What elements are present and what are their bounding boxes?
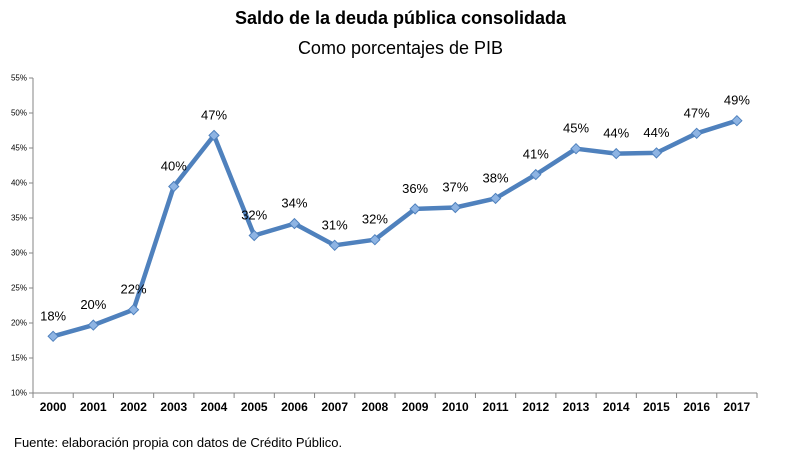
x-tick-label: 2004	[201, 400, 228, 414]
data-point	[47, 330, 59, 343]
y-tick-label: 45%	[11, 144, 27, 153]
chart-subtitle: Como porcentajes de PIB	[297, 38, 504, 58]
data-label: 40%	[161, 159, 187, 174]
data-point	[288, 217, 301, 230]
data-label: 22%	[121, 282, 147, 297]
y-tick-label: 50%	[11, 109, 27, 118]
data-label: 45%	[563, 121, 589, 136]
x-tick-label: 2008	[362, 400, 389, 414]
x-tick-label: 2013	[563, 400, 590, 414]
data-label: 34%	[281, 196, 307, 211]
data-label: 41%	[523, 147, 549, 162]
data-label: 32%	[241, 208, 267, 223]
x-tick-label: 2000	[40, 400, 67, 414]
x-tick-label: 2009	[402, 400, 429, 414]
data-point	[127, 303, 140, 316]
x-tick-label: 2001	[80, 400, 107, 414]
data-label: 31%	[322, 217, 348, 232]
data-point	[328, 239, 341, 252]
x-tick-label: 2010	[442, 400, 469, 414]
y-tick-label: 40%	[11, 179, 27, 188]
y-tick-label: 20%	[11, 319, 27, 328]
data-point	[168, 180, 180, 193]
x-tick-label: 2006	[281, 400, 308, 414]
data-label: 44%	[643, 125, 669, 140]
y-tick-label: 55%	[11, 74, 27, 83]
x-tick-label: 2012	[522, 400, 549, 414]
x-tick-label: 2016	[683, 400, 710, 414]
y-tick-label: 30%	[11, 249, 27, 258]
data-label: 38%	[483, 170, 509, 185]
x-tick-label: 2014	[603, 400, 630, 414]
x-tick-label: 2015	[643, 400, 670, 414]
y-tick-label: 35%	[11, 214, 27, 223]
data-point	[610, 147, 622, 160]
data-label: 32%	[362, 212, 388, 227]
y-tick-label: 25%	[11, 284, 27, 293]
series-line	[50, 118, 740, 339]
data-point	[690, 127, 703, 140]
data-point	[369, 233, 381, 246]
x-tick-label: 2017	[724, 400, 751, 414]
data-point	[449, 201, 462, 214]
data-label: 37%	[442, 180, 468, 195]
data-label: 36%	[402, 181, 428, 196]
data-label: 49%	[724, 93, 750, 108]
data-label: 47%	[684, 105, 710, 120]
data-label: 18%	[40, 308, 66, 323]
data-label: 44%	[603, 126, 629, 141]
data-point	[409, 203, 421, 215]
data-point	[650, 147, 663, 159]
source-note: Fuente: elaboración propia con datos de …	[14, 435, 343, 450]
y-tick-label: 10%	[11, 389, 27, 398]
chart-title: Saldo de la deuda pública consolidada	[234, 8, 567, 28]
x-tick-label: 2005	[241, 400, 268, 414]
data-point	[489, 192, 502, 205]
x-tick-label: 2011	[483, 400, 509, 414]
x-tick-label: 2003	[160, 400, 187, 414]
data-point	[248, 229, 260, 242]
data-point	[530, 168, 542, 181]
data-point	[87, 319, 100, 331]
y-tick-label: 15%	[11, 354, 27, 363]
data-label: 20%	[80, 297, 106, 312]
data-point	[570, 142, 582, 155]
x-tick-label: 2002	[120, 400, 147, 414]
data-point	[208, 129, 220, 142]
data-label: 47%	[201, 107, 227, 122]
data-point	[731, 114, 743, 127]
x-tick-label: 2007	[321, 400, 348, 414]
